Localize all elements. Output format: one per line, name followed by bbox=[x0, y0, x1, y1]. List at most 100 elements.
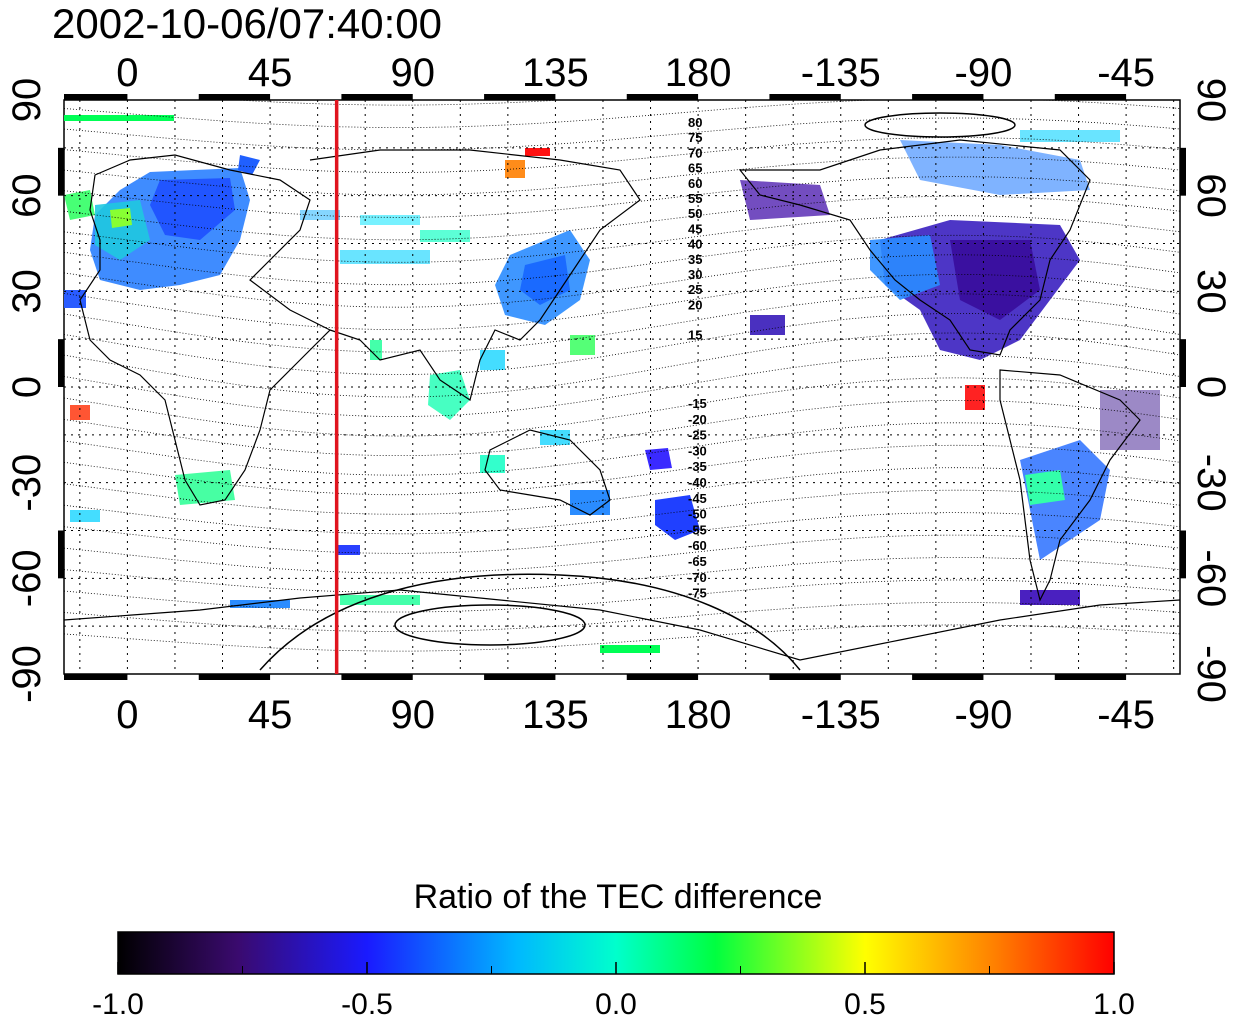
axis-bar-bottom bbox=[64, 674, 128, 680]
axis-tick-labels: 0045459090135135180180-135-135-90-90-45-… bbox=[5, 51, 1233, 737]
axis-bar-bottom bbox=[198, 674, 271, 680]
contour-line bbox=[64, 313, 1180, 375]
lat-tick-label-left: 0 bbox=[5, 376, 49, 398]
axis-bar-top bbox=[484, 94, 556, 100]
lon-tick-label-bottom: -90 bbox=[955, 693, 1013, 737]
contour-line bbox=[64, 156, 1180, 196]
axis-bar-top bbox=[198, 94, 271, 100]
contour-line bbox=[64, 195, 1180, 241]
contour-line bbox=[64, 400, 1180, 456]
contour-line bbox=[64, 489, 1180, 535]
lon-tick-label-bottom: 0 bbox=[116, 693, 138, 737]
contour-label: -15 bbox=[688, 396, 707, 411]
contour-line bbox=[230, 100, 569, 106]
lon-tick-label-top: 135 bbox=[522, 51, 589, 95]
lon-tick-label-bottom: 90 bbox=[391, 693, 436, 737]
tec-data-patches bbox=[64, 115, 1160, 653]
contour-line bbox=[64, 355, 1180, 417]
lon-tick-label-top: 90 bbox=[391, 51, 436, 95]
axis-bar-bottom bbox=[912, 674, 984, 680]
axis-bar-bottom bbox=[341, 674, 413, 680]
lon-tick-label-top: 45 bbox=[248, 51, 293, 95]
contour-label: 20 bbox=[688, 297, 702, 312]
contour-label: 70 bbox=[688, 145, 702, 160]
axis-bar-top bbox=[769, 94, 841, 100]
axis-bar-bottom bbox=[484, 674, 556, 680]
lon-tick-label-top: -90 bbox=[955, 51, 1013, 95]
contour-line bbox=[64, 254, 1180, 308]
map-grid bbox=[64, 100, 1180, 674]
lat-tick-label-right: 90 bbox=[1189, 78, 1233, 123]
axis-bar-left bbox=[58, 530, 64, 579]
contour-label: 80 bbox=[688, 115, 702, 130]
axis-bar-right bbox=[1180, 339, 1186, 387]
lon-tick-label-bottom: 45 bbox=[248, 693, 293, 737]
contour-line bbox=[64, 377, 1180, 437]
contour-label: 55 bbox=[688, 191, 702, 206]
contour-line bbox=[64, 137, 1180, 173]
contour-label: -60 bbox=[688, 538, 707, 553]
contour-label: 45 bbox=[688, 221, 702, 236]
colorbar-tick-label: -0.5 bbox=[341, 988, 393, 1021]
axis-bar-top bbox=[626, 94, 699, 100]
contour-line bbox=[64, 293, 1180, 353]
contour-label: 65 bbox=[688, 161, 702, 176]
axis-bar-left bbox=[58, 147, 64, 196]
magnetic-latitude-contours bbox=[64, 59, 1180, 652]
contour-label: -50 bbox=[688, 507, 707, 522]
lat-tick-label-right: 0 bbox=[1189, 376, 1233, 398]
axis-bar-top bbox=[341, 94, 413, 100]
lon-tick-label-top: -135 bbox=[801, 51, 881, 95]
contour-line bbox=[64, 59, 1180, 82]
axis-bar-right bbox=[1180, 530, 1186, 579]
contour-label: -45 bbox=[688, 491, 707, 506]
contour-line bbox=[64, 100, 1180, 128]
lon-tick-label-bottom: 135 bbox=[522, 693, 589, 737]
contour-label: 30 bbox=[688, 267, 702, 282]
contour-label: 15 bbox=[688, 328, 702, 343]
contour-label: -35 bbox=[688, 459, 707, 474]
contour-label: -25 bbox=[688, 428, 707, 443]
axis-bar-bottom bbox=[769, 674, 841, 680]
lat-tick-label-left: 60 bbox=[5, 173, 49, 218]
contour-label: 75 bbox=[688, 130, 702, 145]
contour-line bbox=[64, 422, 1180, 476]
colorbar-tick-label: 0.5 bbox=[844, 988, 886, 1021]
colorbar-tick-label: -1.0 bbox=[92, 988, 144, 1021]
contour-label: 50 bbox=[688, 206, 702, 221]
lon-tick-label-bottom: -135 bbox=[801, 693, 881, 737]
axis-bar-bottom bbox=[626, 674, 699, 680]
lat-tick-label-left: -90 bbox=[5, 645, 49, 703]
lat-tick-label-right: -60 bbox=[1189, 549, 1233, 607]
contour-line bbox=[64, 512, 1180, 554]
contour-label: 60 bbox=[688, 176, 702, 191]
contour-label: -55 bbox=[688, 522, 707, 537]
coastlines bbox=[64, 139, 1180, 661]
axis-bar-left bbox=[58, 339, 64, 387]
contour-line bbox=[64, 274, 1180, 330]
lon-tick-label-top: 180 bbox=[665, 51, 732, 95]
axis-tick-bars bbox=[58, 94, 1186, 680]
axis-bar-top bbox=[912, 94, 984, 100]
lat-tick-label-right: -90 bbox=[1189, 645, 1233, 703]
lat-tick-label-right: -30 bbox=[1189, 454, 1233, 512]
lat-tick-label-left: -60 bbox=[5, 549, 49, 607]
contour-label: -75 bbox=[688, 586, 707, 601]
axis-bar-top bbox=[1054, 94, 1127, 100]
lat-tick-label-right: 60 bbox=[1189, 173, 1233, 218]
axis-bar-bottom bbox=[1054, 674, 1127, 680]
contour-line bbox=[64, 579, 1180, 613]
contour-line bbox=[64, 176, 1180, 218]
lat-tick-label-left: -30 bbox=[5, 454, 49, 512]
lon-tick-label-bottom: -45 bbox=[1097, 693, 1155, 737]
contour-line bbox=[64, 602, 1180, 632]
colorbar-tick-label: 0.0 bbox=[595, 988, 637, 1021]
contour-line bbox=[64, 557, 1180, 593]
lon-tick-label-top: 0 bbox=[116, 51, 138, 95]
colorbar-title: Ratio of the TEC difference bbox=[414, 878, 823, 916]
lon-tick-label-top: -45 bbox=[1097, 51, 1155, 95]
map-title: 2002-10-06/07:40:00 bbox=[52, 0, 442, 47]
colorbar-ticks: -1.0 -0.5 0.0 0.5 1.0 bbox=[92, 962, 1135, 1021]
